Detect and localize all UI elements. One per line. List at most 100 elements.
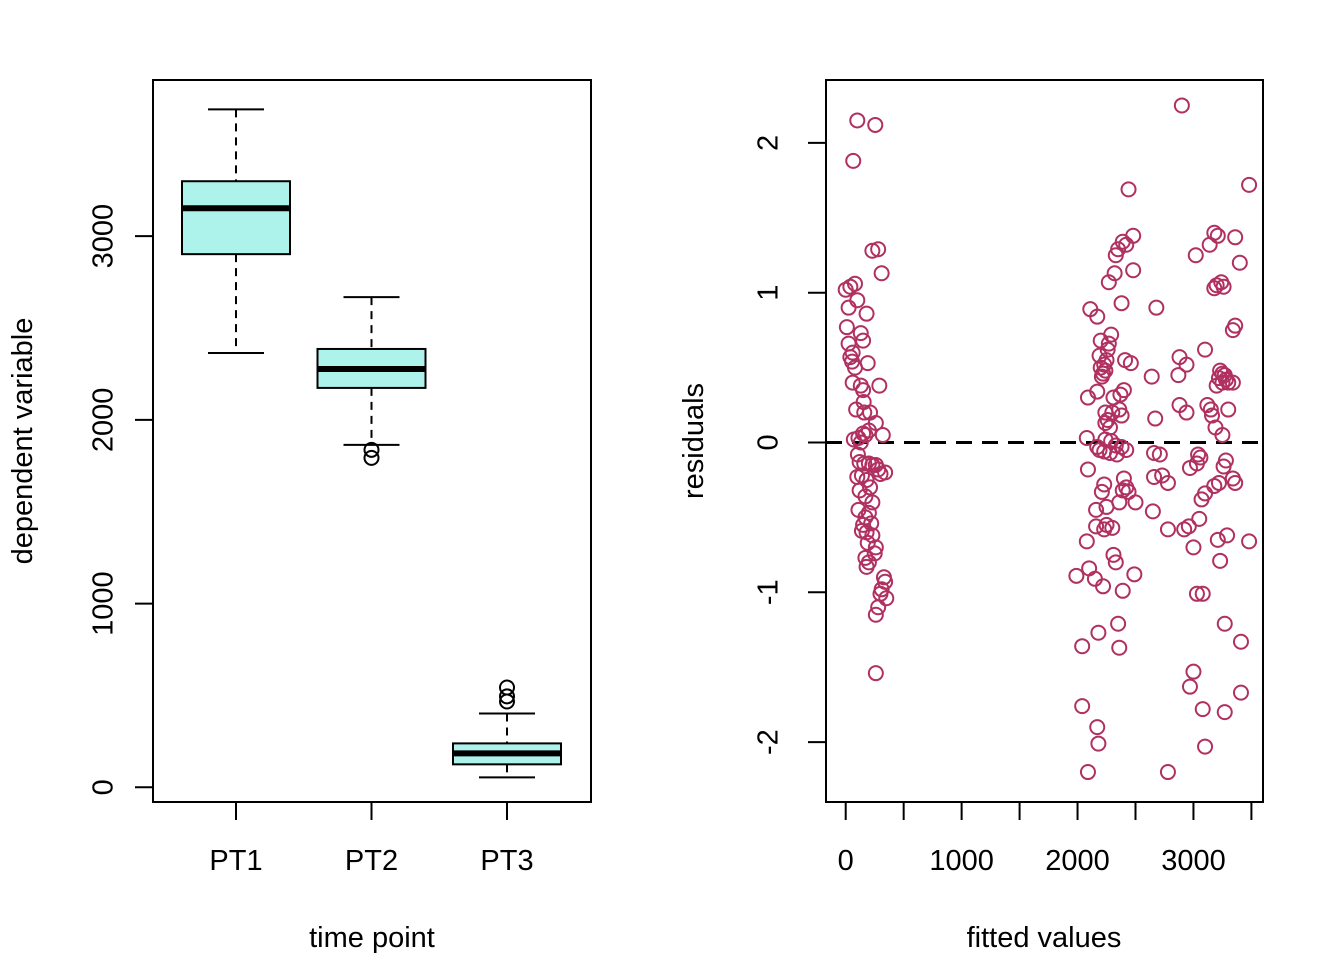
residual-point: [1081, 560, 1098, 577]
residual-point: [877, 464, 894, 481]
residual-point: [849, 292, 866, 309]
residual-point: [845, 152, 862, 169]
residual-point: [857, 549, 874, 566]
residual-point: [856, 455, 873, 472]
residual-point: [1199, 397, 1216, 414]
residual-point: [1079, 389, 1096, 406]
residual-point: [1202, 401, 1219, 418]
residual-point: [1232, 684, 1249, 701]
residual-point: [1170, 367, 1187, 384]
residual-point: [1220, 401, 1237, 418]
residual-point: [867, 665, 884, 682]
residual-point: [1197, 341, 1214, 358]
residual-point: [1088, 518, 1105, 535]
residual-point: [1185, 663, 1202, 680]
residual-point: [1068, 567, 1085, 584]
y-tick-label: 0: [88, 779, 120, 795]
residual-point: [1187, 247, 1204, 264]
residual-point: [1103, 326, 1120, 343]
residual-point: [1197, 738, 1214, 755]
x-tick-label: 3000: [1161, 845, 1226, 877]
residual-point: [1241, 176, 1258, 193]
residual-point: [1113, 407, 1130, 424]
residual-point: [1111, 639, 1128, 656]
residual-point: [1151, 446, 1168, 463]
box-pt1: [181, 108, 291, 355]
residual-point: [1219, 527, 1236, 544]
residual-point: [1118, 236, 1135, 253]
residual-point: [874, 427, 891, 444]
residual-point: [1224, 374, 1241, 391]
residual-point: [1159, 474, 1176, 491]
residual-point: [852, 434, 869, 451]
residual-point: [1178, 404, 1195, 421]
residual-point: [1095, 578, 1112, 595]
residual-point: [1093, 368, 1110, 385]
residual-point: [846, 359, 863, 376]
iqr-box: [181, 180, 291, 256]
residual-point: [1216, 615, 1233, 632]
residual-point: [1108, 446, 1125, 463]
residual-point: [840, 335, 857, 352]
residual-point: [1190, 446, 1207, 463]
residual-point: [1144, 503, 1161, 520]
y-tick-label: 3000: [88, 204, 120, 269]
outlier-point: [499, 693, 515, 710]
residual-point: [1208, 377, 1225, 394]
residual-point: [1100, 335, 1117, 352]
residual-point: [1096, 356, 1113, 373]
residual-point: [1120, 181, 1137, 198]
y-tick-label: 2: [753, 135, 785, 151]
residual-point: [873, 265, 890, 282]
residual-point: [858, 305, 875, 322]
residual-point: [1074, 698, 1091, 715]
residual-point: [1191, 510, 1208, 527]
residual-point: [1096, 476, 1113, 493]
residual-point: [1212, 552, 1229, 569]
residual-point: [1215, 458, 1232, 475]
residual-point: [849, 112, 866, 129]
residual-point: [837, 281, 854, 298]
residual-point: [1086, 570, 1103, 587]
residual-point: [1125, 262, 1142, 279]
residual-point: [1114, 582, 1131, 599]
outlier-point: [363, 449, 380, 466]
residual-point: [1147, 410, 1164, 427]
residual-point: [867, 539, 884, 556]
residual-point: [864, 494, 881, 511]
residual-point: [1178, 356, 1195, 373]
residual-point: [1089, 438, 1106, 455]
residual-point: [858, 558, 875, 575]
residual-point: [1173, 97, 1190, 114]
x-axis: 0 1000 2000 3000: [838, 801, 1253, 877]
x-axis: PT1 PT2 PT3: [209, 801, 534, 877]
y-tick-label: 2000: [88, 388, 120, 453]
residual-point: [856, 404, 873, 421]
residual-point: [878, 590, 895, 607]
residual-point: [1194, 701, 1211, 718]
residual-point: [1127, 494, 1144, 511]
residual-point: [1118, 441, 1135, 458]
residual-point: [1148, 299, 1165, 316]
outlier-point: [363, 441, 380, 458]
residual-point: [1100, 274, 1117, 291]
x-tick-label: 2000: [1045, 845, 1110, 877]
x-axis-label: time point: [309, 922, 435, 954]
residual-point: [870, 599, 887, 616]
residual-point: [1113, 295, 1130, 312]
residual-point: [855, 382, 872, 399]
boxplot-panel: 0 1000 2000 3000 PT1 PT2 PT3 time point depen…: [7, 79, 592, 954]
residual-point: [1232, 633, 1249, 650]
y-axis-label: dependent variable: [7, 318, 39, 565]
residual-point: [1105, 546, 1122, 563]
residual-point: [1126, 566, 1143, 583]
residual-point: [855, 516, 872, 533]
residual-point: [1090, 735, 1107, 752]
y-tick-label: 1: [753, 285, 785, 301]
residual-point: [1209, 227, 1226, 244]
residual-point: [1215, 278, 1232, 295]
x-tick-label: 1000: [929, 845, 994, 877]
residual-point: [864, 242, 881, 259]
residual-point: [1220, 374, 1237, 391]
